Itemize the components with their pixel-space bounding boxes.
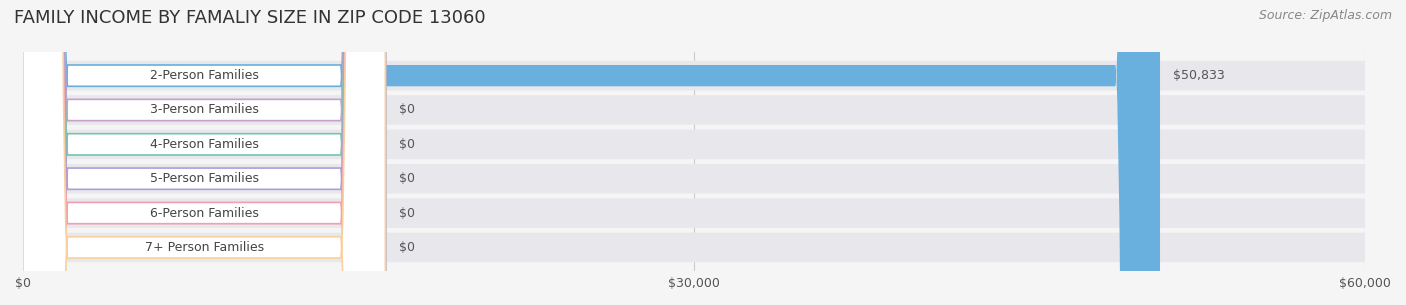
Text: 6-Person Families: 6-Person Families: [150, 206, 259, 220]
FancyBboxPatch shape: [22, 0, 1160, 305]
FancyBboxPatch shape: [22, 198, 1365, 228]
FancyBboxPatch shape: [22, 0, 385, 305]
Text: 2-Person Families: 2-Person Families: [150, 69, 259, 82]
Text: $0: $0: [399, 138, 415, 151]
FancyBboxPatch shape: [22, 130, 1365, 159]
Text: $0: $0: [399, 206, 415, 220]
Text: $0: $0: [399, 241, 415, 254]
Text: $0: $0: [399, 172, 415, 185]
FancyBboxPatch shape: [22, 164, 1365, 193]
Text: $0: $0: [399, 103, 415, 117]
FancyBboxPatch shape: [22, 61, 1365, 90]
Text: 4-Person Families: 4-Person Families: [150, 138, 259, 151]
FancyBboxPatch shape: [22, 0, 385, 305]
FancyBboxPatch shape: [22, 0, 385, 305]
Text: 3-Person Families: 3-Person Families: [150, 103, 259, 117]
FancyBboxPatch shape: [22, 95, 1365, 125]
FancyBboxPatch shape: [22, 0, 385, 305]
Text: $50,833: $50,833: [1174, 69, 1225, 82]
Text: Source: ZipAtlas.com: Source: ZipAtlas.com: [1258, 9, 1392, 22]
FancyBboxPatch shape: [22, 0, 385, 305]
Text: 5-Person Families: 5-Person Families: [149, 172, 259, 185]
FancyBboxPatch shape: [22, 0, 385, 305]
Text: FAMILY INCOME BY FAMALIY SIZE IN ZIP CODE 13060: FAMILY INCOME BY FAMALIY SIZE IN ZIP COD…: [14, 9, 485, 27]
Text: 7+ Person Families: 7+ Person Families: [145, 241, 264, 254]
FancyBboxPatch shape: [22, 233, 1365, 262]
